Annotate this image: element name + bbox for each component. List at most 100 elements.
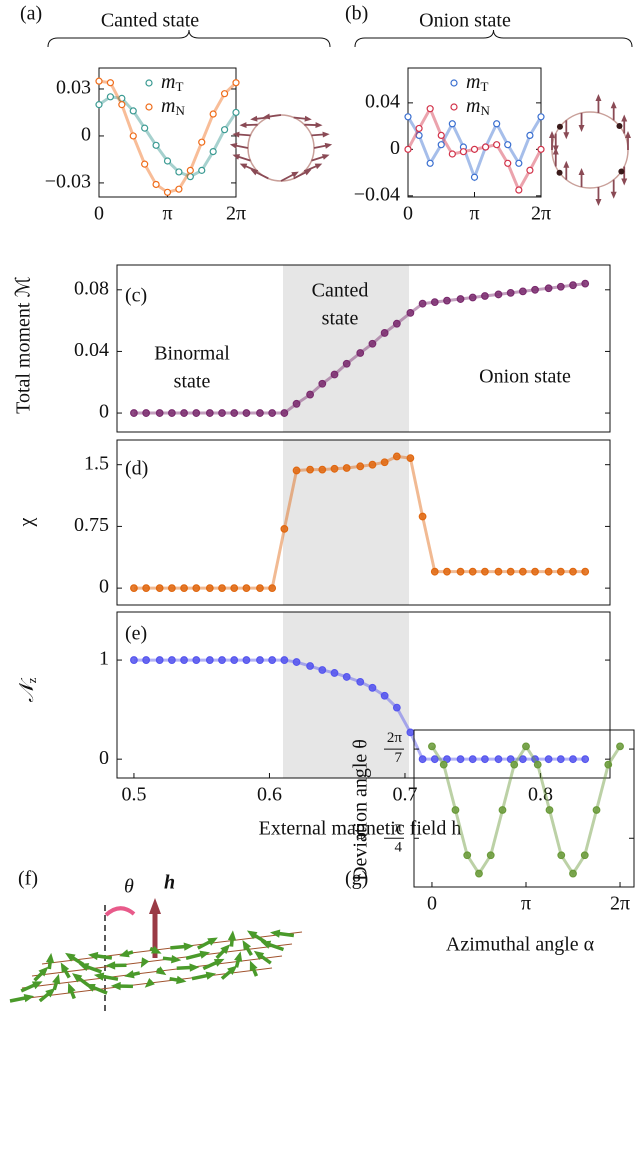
data-point <box>130 656 138 664</box>
arrow-icon <box>262 113 282 120</box>
data-point <box>242 656 251 664</box>
data-point <box>175 185 183 193</box>
data-point <box>280 524 289 533</box>
arrow-icon <box>280 171 299 182</box>
data-point <box>504 141 512 149</box>
panel-label: (g) <box>345 868 368 890</box>
data-point <box>569 869 577 878</box>
data-point <box>232 108 240 117</box>
data-point <box>130 409 138 417</box>
arrow-head <box>621 178 628 186</box>
data-point <box>342 359 351 368</box>
x-tick-label: 0 <box>427 893 437 915</box>
arrow-icon <box>227 930 237 947</box>
arrow-head <box>176 975 187 985</box>
data-point <box>392 703 401 712</box>
arrow-head <box>71 973 83 983</box>
data-point <box>456 295 465 303</box>
arrow-icon <box>169 975 187 985</box>
arrow-icon <box>144 978 155 988</box>
data-point <box>155 656 164 664</box>
arrow-head <box>183 942 194 951</box>
panel-title: Canted state <box>101 10 199 32</box>
data-point <box>330 669 339 677</box>
data-point <box>518 755 527 764</box>
data-point <box>406 728 415 737</box>
spin-dot <box>556 123 563 130</box>
data-point <box>545 806 554 814</box>
data-point <box>192 409 201 417</box>
data-point <box>230 409 239 417</box>
data-point <box>268 584 277 593</box>
data-point <box>430 755 439 764</box>
data-point <box>280 409 289 417</box>
arrow-head <box>144 978 155 988</box>
x-tick-label: 2π <box>531 203 551 225</box>
arrow-head <box>250 115 258 122</box>
brace <box>47 29 331 48</box>
arrow-head <box>315 122 323 129</box>
arrow-icon <box>246 930 267 944</box>
data-point <box>515 159 523 167</box>
arrow-head <box>124 970 135 979</box>
data-point <box>218 409 226 417</box>
data-point <box>368 460 377 469</box>
field-label: h <box>164 872 175 894</box>
data-point <box>481 292 489 300</box>
arrow-head <box>314 163 323 170</box>
arrow-icon <box>595 187 602 207</box>
annotation: Onion state <box>479 366 571 388</box>
data-point <box>198 166 206 174</box>
arrow-icon <box>45 952 55 970</box>
arrow-icon <box>185 950 211 960</box>
data-point <box>220 90 229 98</box>
arrow-icon <box>220 965 238 980</box>
arrow-head <box>220 944 231 955</box>
arrow-icon <box>625 131 631 150</box>
data-point <box>380 458 389 467</box>
y-tick-label: 0.04 <box>365 90 400 112</box>
data-point <box>209 110 217 118</box>
data-point <box>616 742 624 751</box>
data-point <box>163 157 172 165</box>
data-point <box>342 464 351 472</box>
arrow-icon <box>253 950 272 965</box>
data-point <box>155 584 164 593</box>
arrow-head <box>205 971 217 980</box>
spin-dot <box>616 123 623 130</box>
data-point <box>493 120 501 128</box>
arrow-head <box>45 987 56 998</box>
data-point <box>537 145 545 153</box>
arrow-icon <box>170 942 194 951</box>
data-point <box>106 93 115 101</box>
arrow-head <box>234 951 243 962</box>
y-tick-label: 0 <box>99 576 109 598</box>
data-point <box>592 806 601 814</box>
arrow-head <box>31 981 43 990</box>
data-point <box>526 131 534 140</box>
data-point <box>180 584 188 593</box>
annotation: Canted <box>312 280 369 302</box>
data-point <box>330 370 339 379</box>
data-point <box>468 293 477 302</box>
data-point <box>256 656 264 664</box>
arrow-icon <box>578 112 585 132</box>
data-point <box>242 409 251 417</box>
data-point <box>380 329 389 337</box>
arrow-icon <box>215 944 231 960</box>
arrow-head <box>578 124 585 132</box>
arrow-head <box>232 131 240 138</box>
arrow-head <box>60 962 70 973</box>
arrow-head <box>171 955 182 964</box>
y-tick-label: 0.08 <box>74 277 109 299</box>
arrow-icon <box>33 966 49 982</box>
legend-marker <box>450 103 458 111</box>
data-point <box>342 673 351 681</box>
x-tick-label: 0.5 <box>121 784 146 806</box>
data-point <box>510 760 519 769</box>
arrow-head <box>242 940 252 951</box>
y-axis-label: χ <box>16 517 38 527</box>
data-point <box>506 567 515 576</box>
data-point <box>380 691 389 700</box>
